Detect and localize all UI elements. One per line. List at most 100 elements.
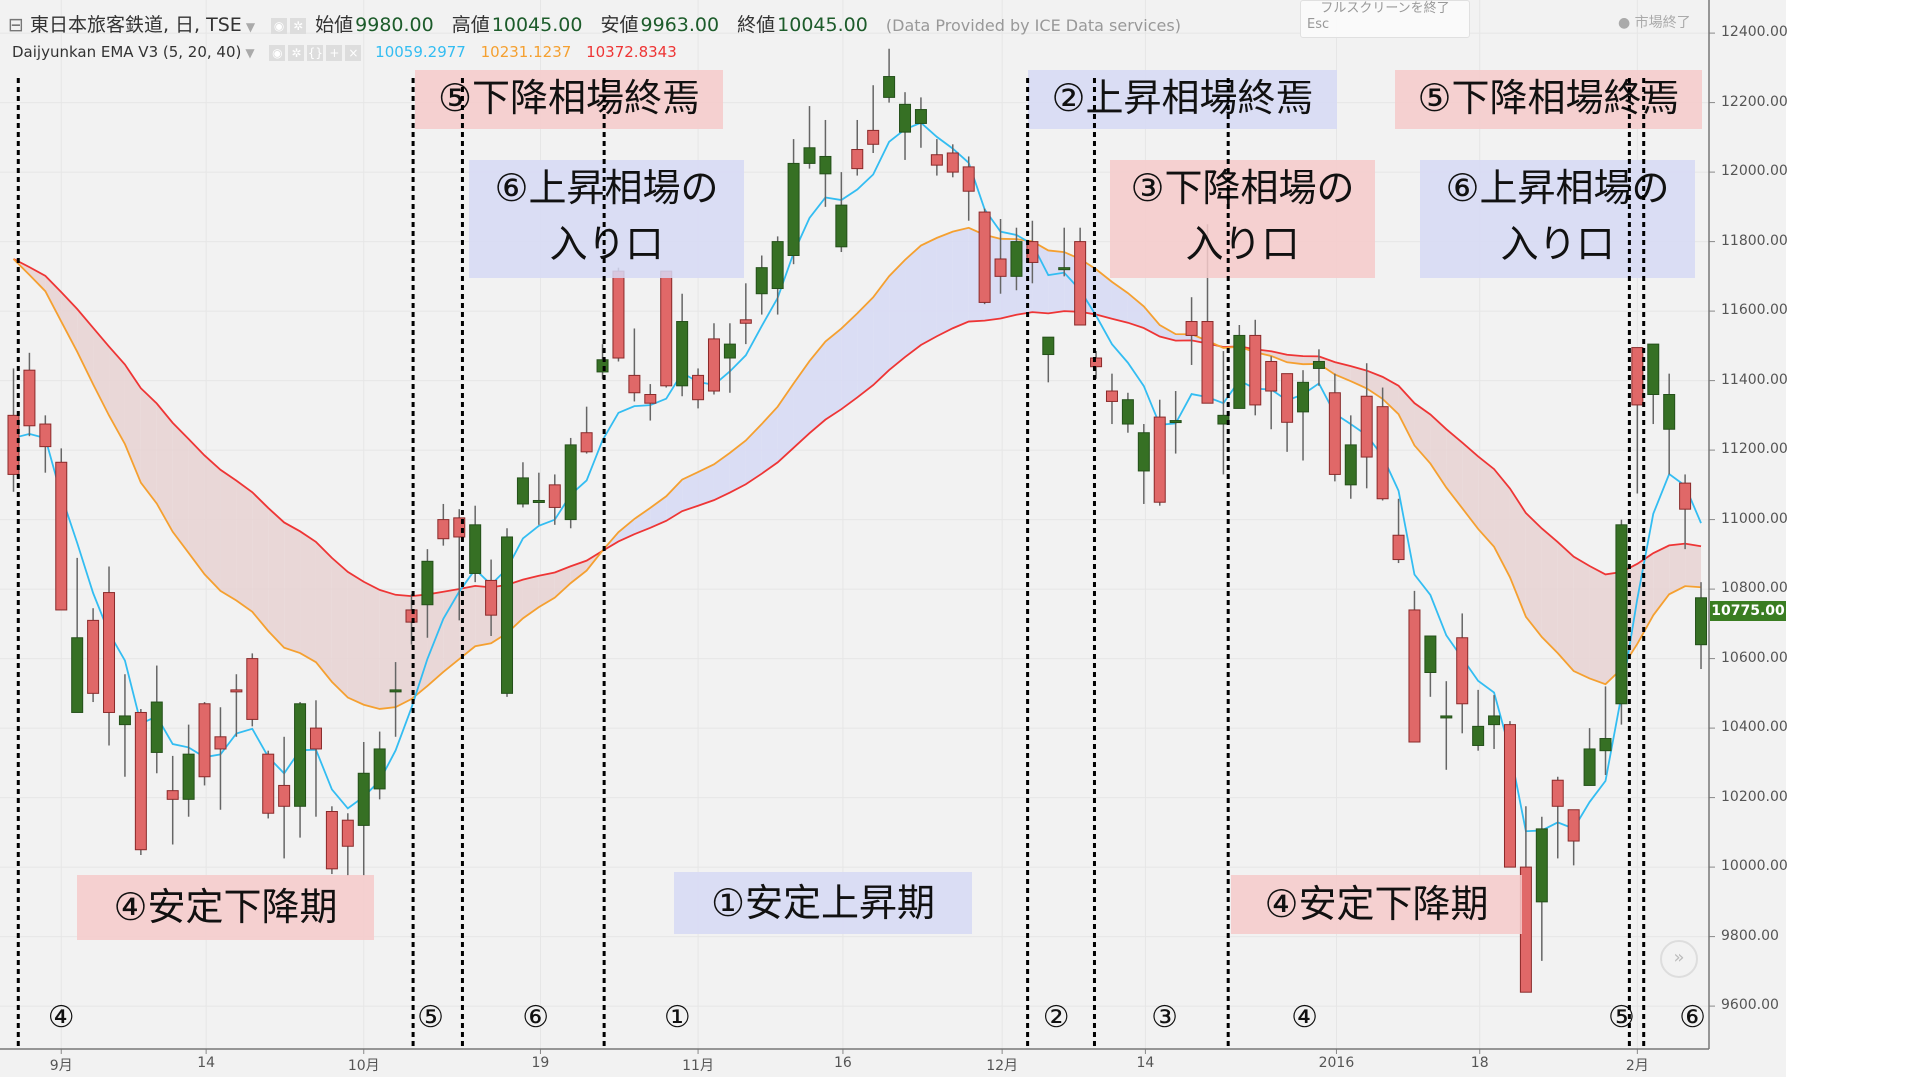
annotation-box: ①安定上昇期 [674,872,972,934]
ema-cloud-bullish [793,361,810,448]
candle-body-down [87,619,100,694]
candle-body-down [214,736,227,750]
candle [1551,776,1564,859]
candle-body-down [978,211,991,303]
candle-body-down [628,374,641,394]
candle [883,48,896,103]
candle-body-up [1169,420,1182,424]
candle-body-up [1010,241,1023,277]
candle [23,352,36,437]
source-code-icon[interactable]: {} [307,44,324,61]
candle-body-up [1488,715,1501,726]
ema20-value: 10231.1237 [480,43,572,61]
candle [501,528,514,697]
candle [55,448,68,611]
ema-cloud-bearish [1525,513,1542,637]
candle-body-up [1058,267,1071,271]
ema-cloud-bearish [77,309,94,385]
candle-body-down [230,689,243,693]
close-icon[interactable]: × [345,44,362,61]
candle-body-down [103,592,116,713]
candle [707,323,720,395]
eye-icon[interactable]: ◉ [269,44,286,61]
candle-body-down [1551,779,1564,807]
candle [150,665,163,774]
candle-body-down [739,319,752,324]
candle-body-up [1137,432,1150,472]
phase-marker: ⑥ [522,1000,550,1035]
candle-body-up [516,477,529,505]
candle-body-up [771,241,784,290]
candle [867,85,880,153]
plus-icon[interactable]: + [326,44,343,61]
x-tick-label: 19 [531,1055,550,1071]
candle-body-up [1217,414,1230,425]
candle-body-down [1090,357,1103,368]
collapse-icon[interactable]: ⊟ [8,14,30,36]
candle [835,172,848,253]
annotation-box: ④安定下降期 [77,875,374,940]
candle-body-up [835,204,848,248]
annotation-box: ⑥上昇相場の 入り口 [469,160,744,278]
indicator-name[interactable]: Daijyunkan EMA V3 (5, 20, 40) [12,43,242,61]
ema-cloud-bearish [1557,542,1574,672]
candle [612,267,625,362]
gear-icon[interactable]: ✲ [288,44,305,61]
phase-marker: ③ [1151,1000,1178,1035]
ema-cloud-bearish [315,541,332,682]
candle-body-down [994,258,1007,277]
candle-body-up [914,109,927,124]
candle-body-down [707,338,720,392]
candle [851,119,864,176]
eye-icon[interactable]: ◉ [271,17,288,34]
candle [71,557,84,713]
high-label: 高値 [451,14,490,36]
ema-cloud-bullish [713,452,730,501]
ema-cloud-bullish [1143,306,1160,337]
ema-cloud-bearish [570,560,587,584]
annotation-box: ⑥上昇相場の 入り口 [1420,160,1695,278]
candle [1265,356,1278,430]
candle [1281,373,1294,452]
candle [1297,370,1310,461]
candle [1567,809,1580,866]
annotation-text: ④安定下降期 [1264,882,1489,926]
candle-body-down [1631,347,1644,406]
candle-body-down [1360,395,1373,458]
candle [564,437,577,529]
open-label: 始値 [315,14,354,36]
y-tick-label: 11600.00 [1721,302,1788,319]
ema-cloud-bullish [952,227,969,329]
candle-body-up [1233,334,1246,409]
ema-cloud-bearish [188,439,205,575]
candle-body-down [246,658,259,720]
y-tick-label: 12000.00 [1721,163,1788,180]
candle [405,594,418,645]
gear-icon[interactable]: ✲ [290,17,307,34]
candle-body-down [23,369,36,427]
candle-body-up [501,536,514,694]
x-tick-label: 2月 [1625,1058,1649,1074]
candle [1440,681,1453,770]
candle [421,549,434,638]
y-tick-label: 10600.00 [1721,649,1788,666]
ema-cloud-bullish [777,383,794,463]
candle [453,509,466,621]
candle [771,236,784,315]
ema-cloud-bearish [252,492,269,632]
ema-cloud-bearish [1653,545,1670,616]
candle-body-up [1615,524,1628,705]
ema-cloud-bearish [45,275,62,322]
chevron-down-icon[interactable]: ▼ [245,46,255,60]
symbol-title[interactable]: 東日本旅客鉄道, 日, TSE [29,14,242,36]
chevron-down-icon[interactable]: ▼ [245,20,256,34]
candle-body-down [1185,321,1198,336]
ema-cloud-bullish [1096,269,1112,319]
candle-body-up [1535,828,1548,903]
candle-body-up [899,103,912,133]
candle [1360,363,1373,489]
scroll-to-realtime-button[interactable]: » [1660,940,1698,978]
candle [1472,689,1485,751]
candle [214,707,227,810]
